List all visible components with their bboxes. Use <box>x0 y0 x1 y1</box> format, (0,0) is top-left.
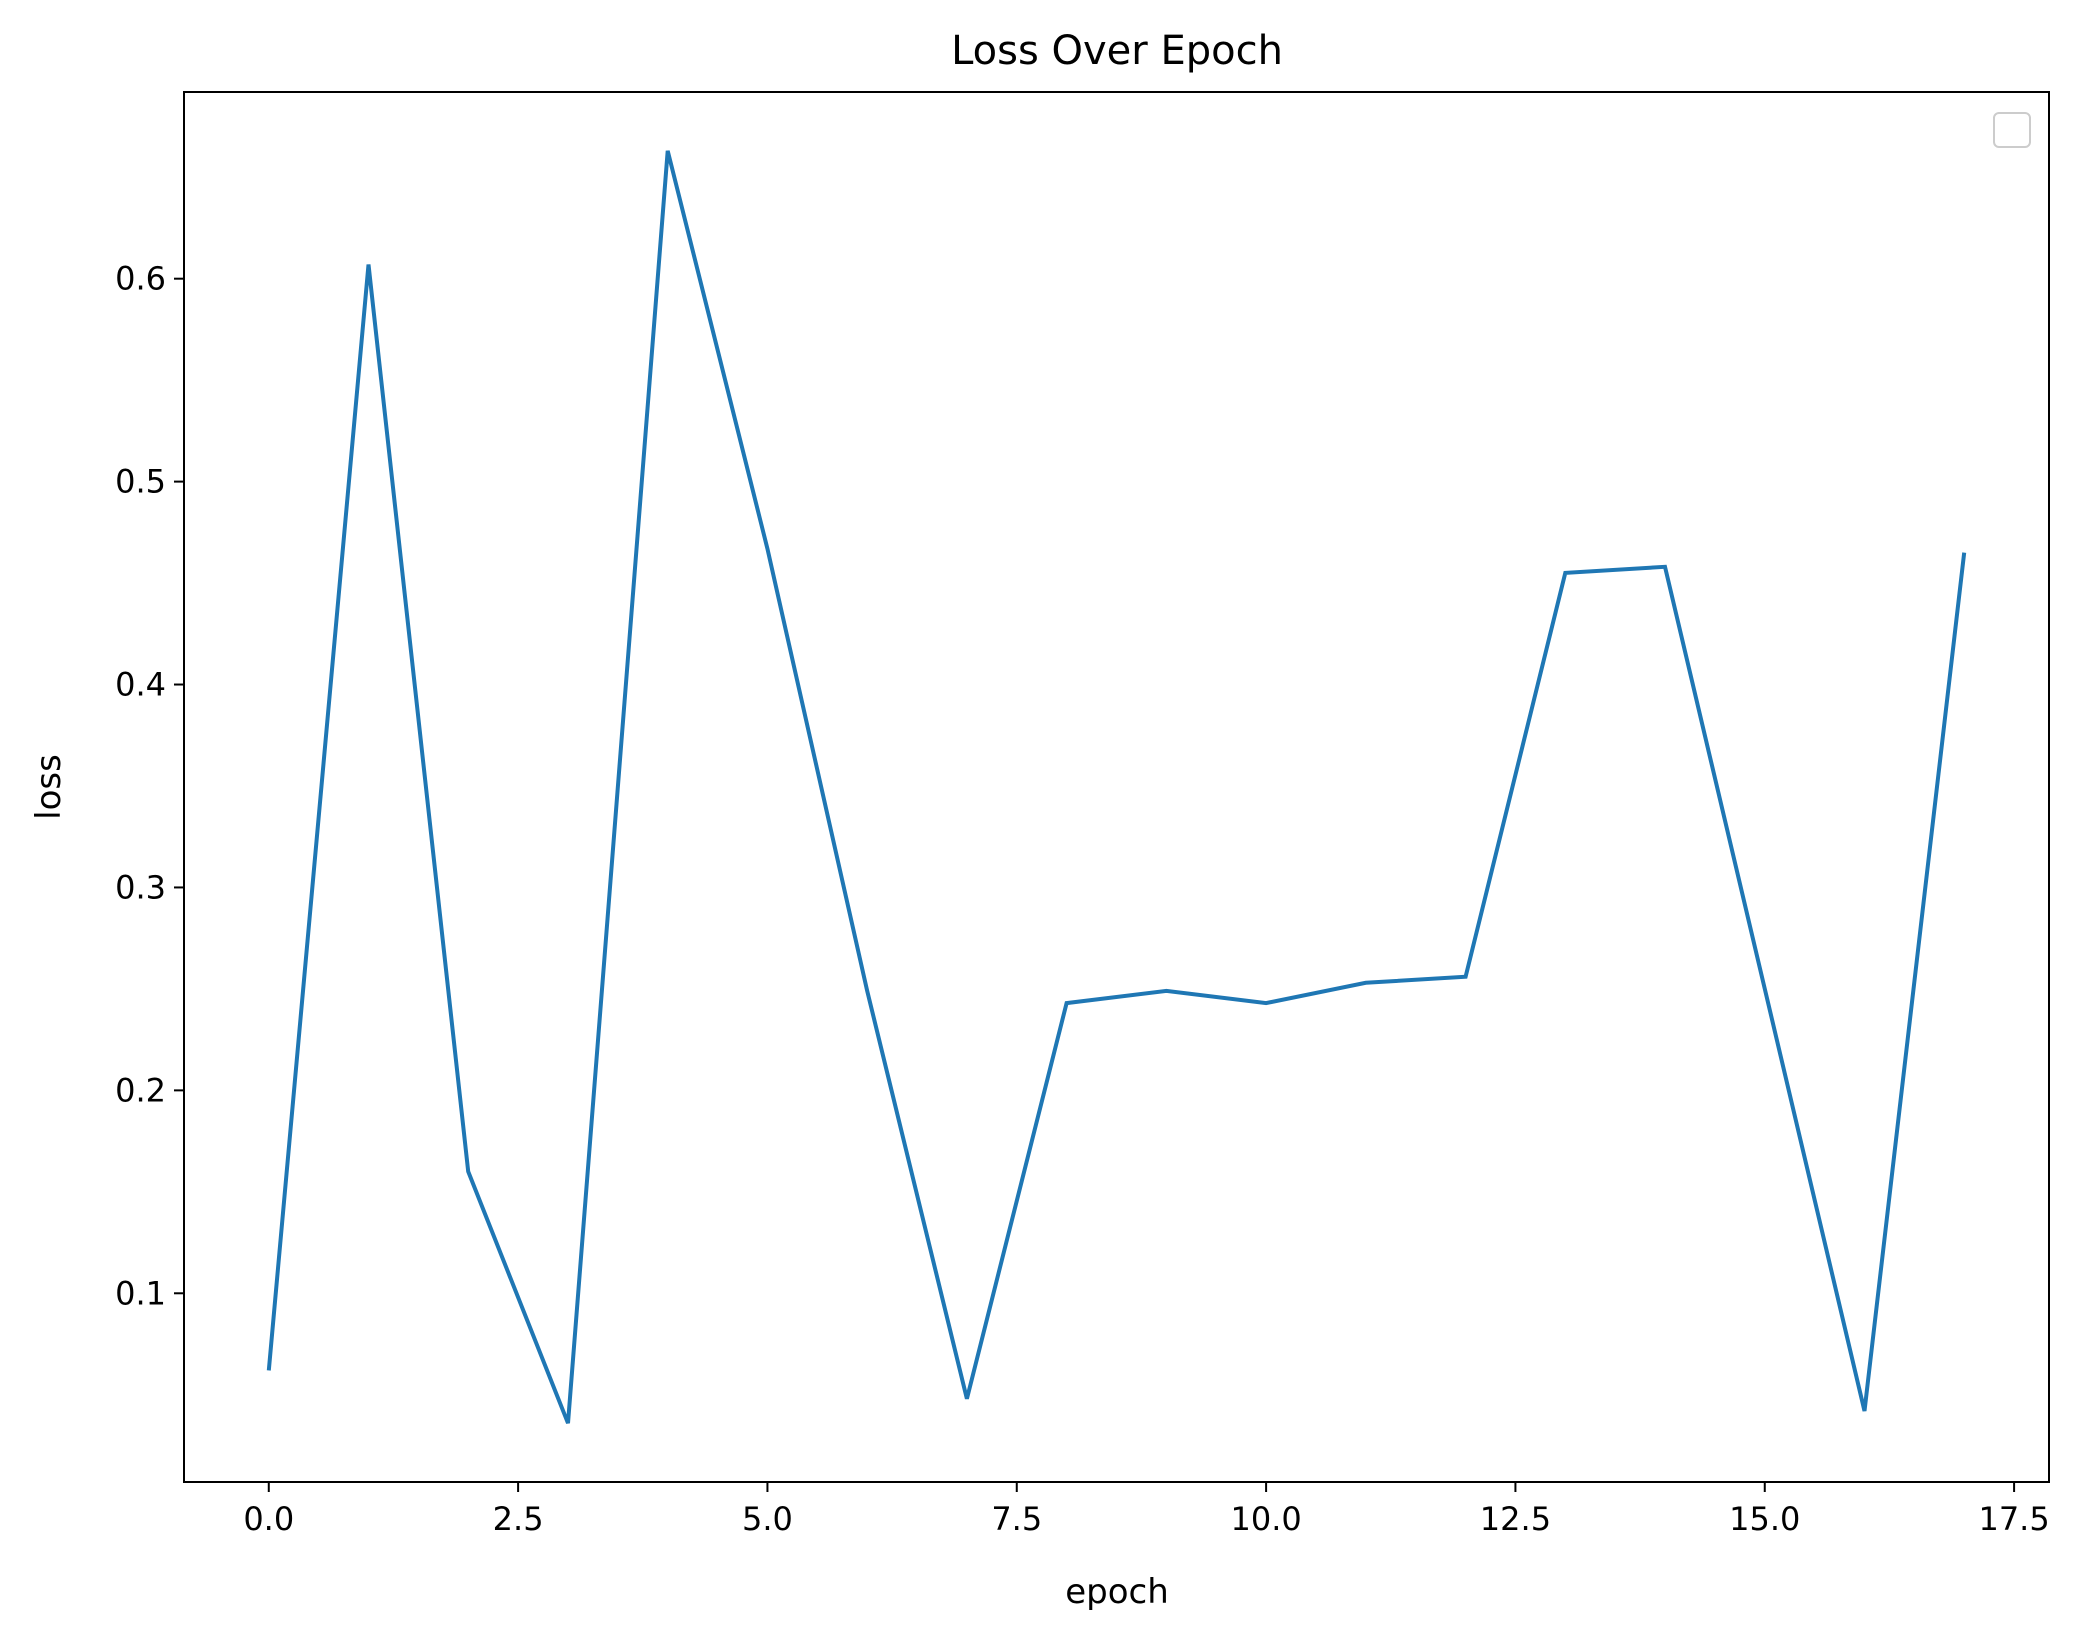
x-tick-label: 0.0 <box>243 1500 294 1538</box>
y-tick-label: 0.5 <box>115 463 166 501</box>
plot-area <box>183 91 2050 1483</box>
x-tick-label: 2.5 <box>493 1500 544 1538</box>
x-tick-label: 12.5 <box>1480 1500 1551 1538</box>
x-tick-label: 10.0 <box>1230 1500 1301 1538</box>
y-tick-label: 0.3 <box>115 868 166 906</box>
y-axis-ticks: 0.1 0.2 0.3 0.4 0.5 0.6 <box>115 260 184 1312</box>
chart-title: Loss Over Epoch <box>951 28 1283 74</box>
x-tick-label: 15.0 <box>1729 1500 1800 1538</box>
legend-box <box>1993 112 2031 148</box>
axes-frame <box>183 91 2050 1483</box>
series-line <box>266 150 1967 1424</box>
x-tick-label: 5.0 <box>742 1500 793 1538</box>
legend <box>1993 112 2031 148</box>
y-tick-label: 0.2 <box>115 1071 166 1109</box>
x-tick-label: 7.5 <box>991 1500 1042 1538</box>
x-axis-ticks: 0.0 2.5 5.0 7.5 10.0 12.5 15.0 17.5 <box>243 1482 2050 1538</box>
x-tick-label: 17.5 <box>1978 1500 2049 1538</box>
y-tick-label: 0.4 <box>115 666 166 704</box>
series-layer <box>266 150 1967 1424</box>
x-axis-label: epoch <box>1065 1572 1169 1612</box>
y-tick-label: 0.6 <box>115 260 166 298</box>
y-tick-label: 0.1 <box>115 1274 166 1312</box>
y-axis-label: loss <box>29 754 69 820</box>
